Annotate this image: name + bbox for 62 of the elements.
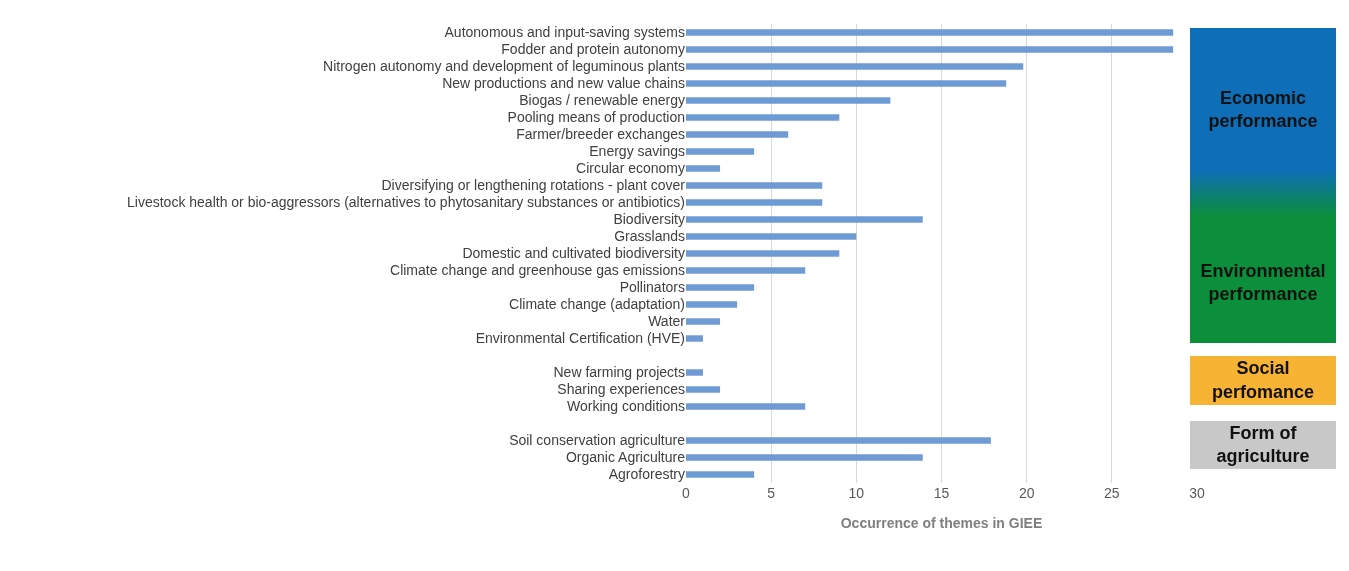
bar — [686, 165, 721, 172]
y-tick-label: Domestic and cultivated biodiversity — [462, 245, 685, 262]
bar — [686, 148, 755, 155]
bar — [686, 369, 704, 376]
bar — [686, 29, 1174, 36]
bar — [686, 199, 823, 206]
y-tick-label: Environmental Certification (HVE) — [475, 330, 685, 347]
y-tick-label: New productions and new value chains — [442, 75, 685, 92]
y-tick-label: Climate change (adaptation) — [509, 296, 685, 313]
y-tick-label: Autonomous and input-saving systems — [444, 24, 685, 41]
x-tick-label: 5 — [767, 485, 776, 501]
x-tick-label: 20 — [1018, 485, 1035, 501]
x-tick-label: 30 — [1189, 485, 1205, 501]
bar — [686, 250, 840, 257]
bar — [686, 114, 840, 121]
bar — [686, 386, 721, 393]
text: Environmental performance — [1199, 259, 1327, 306]
y-tick-label: Fodder and protein autonomy — [501, 41, 685, 58]
bar — [686, 284, 755, 291]
bar — [686, 403, 806, 410]
bar — [686, 97, 891, 104]
y-tick-label: Pollinators — [619, 279, 685, 296]
y-tick-label: Farmer/breeder exchanges — [516, 126, 685, 143]
x-tick-label: 25 — [1104, 485, 1120, 501]
y-tick-label: Agroforestry — [608, 466, 685, 483]
y-tick-label: Diversifying or lengthening rotations - plant cover — [381, 177, 686, 194]
x-tick-label: 10 — [848, 485, 865, 501]
bar — [686, 301, 738, 308]
y-tick-label: Water — [648, 313, 686, 330]
bar — [686, 182, 823, 189]
x-axis-title: Occurrence of themes in GIEE — [840, 515, 1043, 532]
bar — [686, 437, 991, 444]
bar — [686, 46, 1174, 53]
bar — [686, 454, 923, 461]
text: Economic performance — [1207, 86, 1319, 133]
y-tick-label: Biogas / renewable energy — [519, 92, 685, 109]
y-tick-label: Organic Agriculture — [565, 449, 686, 466]
bar — [686, 318, 721, 325]
bar — [686, 216, 923, 223]
y-tick-label: Energy savings — [589, 143, 685, 160]
y-tick-label: Climate change and greenhouse gas emissions — [390, 262, 685, 279]
bar — [686, 131, 789, 138]
y-tick-label: Livestock health or bio-aggressors (alternatives to phytosanitary substances or antibiotics) — [127, 194, 685, 211]
bar — [686, 63, 1024, 70]
y-tick-label: Working conditions — [566, 398, 685, 415]
y-tick-label: Soil conservation agriculture — [509, 432, 686, 449]
bar — [686, 335, 704, 342]
y-tick-label: Nitrogen autonomy and development of leguminous plants — [323, 58, 685, 75]
y-tick-label: Circular economy — [576, 160, 685, 177]
x-tick-label: 15 — [933, 485, 950, 501]
bar — [686, 471, 755, 478]
y-tick-label: Sharing experiences — [557, 381, 685, 398]
y-tick-label: Grasslands — [614, 228, 685, 245]
bar — [686, 233, 857, 240]
bar — [686, 80, 1007, 87]
y-tick-label: Biodiversity — [613, 211, 685, 228]
bar — [686, 267, 806, 274]
y-tick-label: New farming projects — [553, 364, 685, 381]
x-tick-label: 0 — [682, 485, 691, 501]
social-panel: Social perfomance — [1190, 356, 1336, 405]
y-tick-label: Pooling means of production — [507, 109, 685, 126]
form-panel: Form of agriculture — [1190, 421, 1336, 469]
